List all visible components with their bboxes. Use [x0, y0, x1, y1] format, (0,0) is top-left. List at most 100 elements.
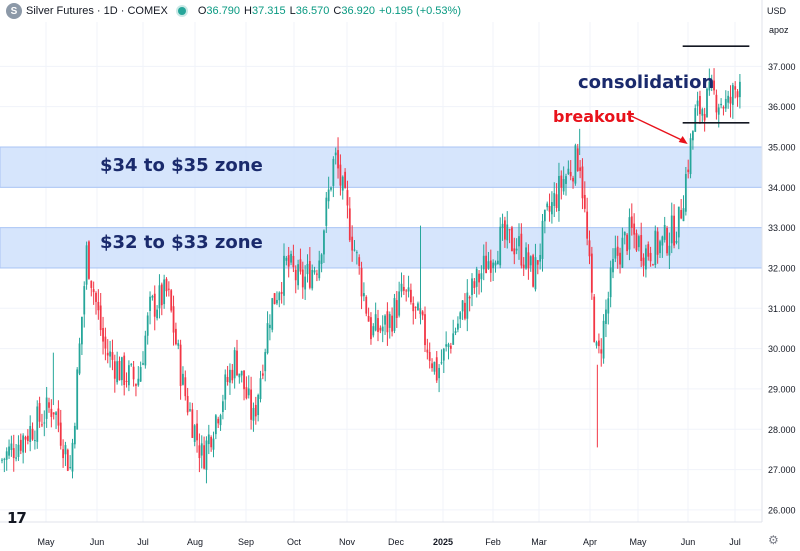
low-value: 36.570	[295, 5, 330, 17]
candle-body	[144, 335, 147, 366]
candle-body	[426, 349, 429, 353]
time-tick-label: Aug	[187, 537, 203, 547]
candle-body	[560, 175, 563, 188]
candle-body	[158, 285, 161, 309]
candle-body	[189, 409, 191, 411]
candle-body	[600, 349, 603, 354]
candle-body	[287, 255, 290, 267]
candle-body	[492, 262, 495, 269]
candle-body	[539, 254, 542, 262]
candle-body	[687, 169, 690, 173]
candle-body	[142, 363, 144, 365]
candle-body	[254, 404, 257, 417]
candle-body	[590, 253, 593, 293]
candle-body	[424, 314, 426, 346]
market-status-icon	[177, 7, 186, 15]
candle-body	[69, 466, 72, 468]
candle-body	[565, 176, 567, 184]
candle-body	[85, 245, 88, 285]
candle-body	[652, 264, 654, 266]
tradingview-logo[interactable]: 17	[7, 509, 27, 527]
candle-body	[1, 459, 3, 461]
candle-body	[163, 279, 166, 305]
candle-body	[574, 145, 577, 184]
candle-body	[666, 227, 668, 254]
candle-body	[196, 423, 198, 441]
candle-body	[595, 342, 598, 346]
candle-body	[675, 240, 678, 243]
candle-body	[200, 443, 203, 456]
candle-body	[151, 295, 154, 298]
candle-body	[699, 96, 701, 115]
candle-body	[569, 171, 572, 177]
candle-body	[475, 268, 478, 287]
price-axis[interactable]: 26.000 27.000 28.000 29.000 30.000 31.000 32.0…	[761, 0, 800, 551]
candle-body	[123, 355, 126, 385]
candle-body	[238, 373, 241, 378]
candle-body	[454, 331, 457, 333]
candle-body	[334, 152, 337, 156]
candle-body	[88, 241, 90, 279]
candle-body	[579, 167, 581, 171]
candle-body	[118, 360, 121, 381]
candle-body	[449, 345, 452, 349]
currency-label[interactable]: USD	[767, 6, 787, 16]
candle-body	[407, 287, 410, 292]
candle-body	[527, 252, 530, 269]
time-tick-label: Oct	[287, 537, 302, 547]
time-axis[interactable]: May Jun Jul Aug Sep Oct Nov Dec 2025 Feb Mar Apr May…	[0, 521, 800, 551]
annotations: $34 to $35 zone $32 to $33 zone consolid…	[100, 45, 750, 253]
candle-body	[172, 306, 175, 333]
candle-body	[576, 148, 579, 172]
candle-body	[724, 98, 727, 109]
candle-body	[175, 328, 177, 345]
candle-body	[137, 378, 140, 386]
candle-body	[489, 260, 492, 273]
candle-body	[210, 437, 213, 448]
candle-body	[729, 96, 732, 104]
price-tick-label: 30.000	[768, 344, 796, 354]
candle-body	[588, 240, 591, 257]
candle-body	[468, 296, 471, 299]
scale-mode-label[interactable]: apoz	[769, 25, 789, 35]
candle-body	[186, 395, 189, 413]
symbol-title[interactable]: Silver Futures · 1D · COMEX	[26, 5, 168, 17]
candle-body	[532, 255, 534, 287]
candle-body	[541, 220, 544, 259]
candle-body	[513, 248, 516, 255]
candle-body	[614, 248, 617, 259]
candle-body	[391, 315, 393, 332]
candle-body	[668, 245, 671, 256]
candle-body	[243, 370, 245, 390]
candle-body	[8, 446, 10, 456]
candle-body	[645, 248, 647, 270]
candle-body	[384, 315, 386, 325]
candle-body	[240, 370, 243, 376]
candle-body	[452, 333, 455, 345]
candle-body	[365, 296, 368, 314]
candle-body	[682, 208, 685, 222]
candle-body	[299, 259, 302, 272]
candle-body	[677, 206, 680, 238]
candle-body	[45, 397, 48, 419]
candle-body	[5, 451, 8, 460]
candle-body	[116, 361, 119, 383]
candle-body	[649, 252, 652, 262]
candle-body	[431, 363, 433, 369]
candle-body	[313, 270, 316, 273]
candle-body	[198, 445, 201, 459]
price-tick-label: 28.000	[768, 425, 796, 435]
settings-gear-icon[interactable]: ⚙	[768, 533, 779, 547]
candle-body	[370, 317, 372, 340]
close-key: C	[333, 5, 342, 17]
change-value: +0.195 (+0.53%)	[379, 5, 461, 17]
candle-body	[224, 374, 227, 400]
candle-body	[647, 244, 650, 257]
candle-body	[398, 291, 401, 316]
candle-body	[261, 373, 264, 376]
candle-body	[720, 103, 722, 106]
grid	[0, 22, 762, 522]
candle-body	[318, 260, 321, 279]
candle-body	[543, 209, 546, 222]
